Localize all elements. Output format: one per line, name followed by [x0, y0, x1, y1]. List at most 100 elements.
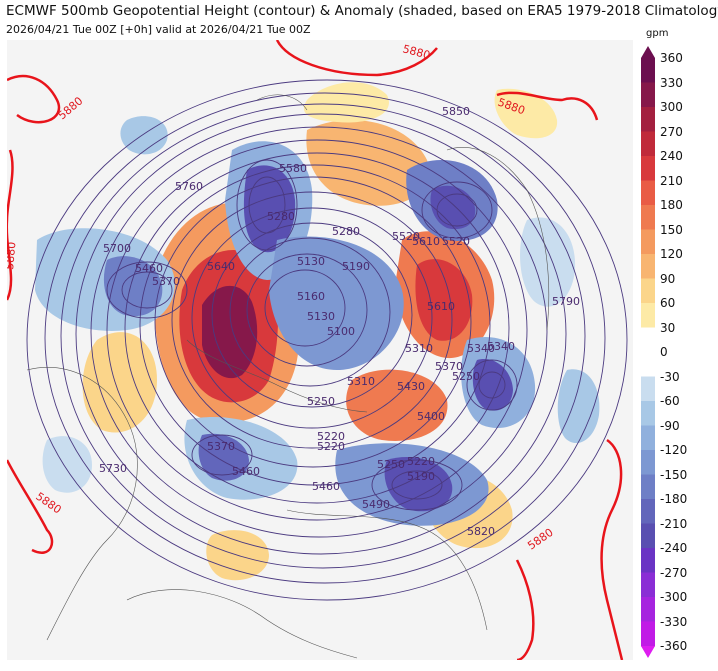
colorbar-tick-label: -120	[660, 443, 688, 457]
colorbar-tick-label: -150	[660, 467, 688, 482]
coastline	[186, 339, 368, 413]
coastline	[256, 94, 308, 111]
anomaly-blob	[103, 256, 163, 317]
contour-5880-label: 5880	[7, 241, 18, 270]
contour-label: 5220	[317, 440, 345, 453]
contour-5880-line	[496, 91, 599, 121]
height-contour	[60, 103, 586, 569]
contour-label: 5220	[407, 455, 435, 468]
contour-label: 5610	[412, 235, 440, 248]
colorbar-tick-label: -210	[660, 516, 688, 531]
coastline	[286, 509, 488, 631]
coastline	[446, 147, 550, 331]
anomaly-blob	[120, 116, 168, 155]
contour-5880-line	[7, 459, 54, 554]
colorbar-tick-label: 150	[660, 222, 683, 237]
contour-label: 5700	[103, 242, 131, 255]
contour-label: 5790	[552, 295, 580, 308]
colorbar-segment	[641, 474, 655, 500]
colorbar-segment	[641, 572, 655, 598]
coastline	[126, 589, 358, 659]
contour-label: 5490	[362, 498, 390, 511]
height-contour	[44, 92, 606, 584]
contour-label: 5130	[297, 255, 325, 268]
height-contour	[248, 176, 286, 234]
colorbar-segment	[641, 621, 655, 647]
contour-label: 5310	[347, 375, 375, 388]
colorbar-tick-label: 0	[660, 345, 668, 359]
height-contour	[139, 164, 491, 486]
contour-label: 5460	[232, 465, 260, 478]
colorbar-tick-label: -90	[660, 418, 680, 433]
colorbar-segment	[641, 327, 655, 353]
colorbar-segment	[641, 229, 655, 255]
anomaly-blob	[384, 457, 453, 512]
anomaly-blob	[303, 82, 389, 123]
anomaly-blob	[415, 259, 473, 341]
contour-label: 5250	[377, 458, 405, 471]
colorbar-tick-label: -360	[660, 639, 688, 653]
colorbar-segment	[641, 254, 655, 279]
height-contour	[264, 269, 346, 347]
contour-5880-line	[275, 40, 438, 77]
height-contour	[436, 193, 478, 227]
contour-label: 5280	[332, 225, 360, 238]
contour-label: 5520	[442, 235, 470, 248]
colorbar-segment	[641, 499, 655, 524]
contour-5880	[7, 40, 624, 660]
anomaly-blob	[346, 369, 448, 441]
colorbar-tick-label: 120	[660, 247, 683, 261]
colorbar-tick-label: 300	[660, 100, 683, 114]
contour-label: 5460	[135, 262, 163, 275]
contour-label: 5160	[297, 290, 325, 303]
height-contour	[478, 371, 506, 399]
polar-map-panel: 5850 5760 5700 5640 5460 5580 5520 5610 …	[7, 40, 633, 660]
contour-label: 5520	[392, 230, 420, 243]
coastlines	[26, 94, 550, 659]
colorbar-segment	[641, 278, 655, 304]
colorbar-segment	[641, 156, 655, 181]
height-contour	[421, 181, 493, 239]
contour-label: 5250	[307, 395, 335, 408]
height-contour	[90, 126, 548, 538]
colorbar-tick-label: 240	[660, 149, 683, 163]
colorbar-tick-label: -30	[660, 369, 680, 384]
contour-labels: 5850 5760 5700 5640 5460 5580 5520 5610 …	[99, 105, 580, 538]
contour-label: 5430	[397, 380, 425, 393]
contour-label: 5580	[279, 162, 307, 175]
colorbar-segment	[641, 450, 655, 475]
height-contour	[121, 271, 173, 309]
contour-label: 5850	[442, 105, 470, 118]
anomaly-blob	[243, 165, 296, 253]
colorbar-tick-label: -270	[660, 565, 688, 580]
height-contour	[391, 470, 443, 500]
colorbar-segment	[641, 131, 655, 157]
anomaly-blob	[198, 433, 249, 481]
colorbar-segment	[641, 82, 655, 108]
height-contour	[75, 113, 567, 555]
colorbar-segment	[641, 523, 655, 549]
anomaly-blob	[202, 285, 258, 379]
colorbar-segment	[641, 425, 655, 451]
contour-label: 5460	[312, 480, 340, 493]
contour-label: 5610	[427, 300, 455, 313]
contour-label: 5190	[407, 470, 435, 483]
height-contour	[191, 434, 253, 476]
contour-5880-line	[515, 559, 535, 660]
colorbar	[641, 46, 655, 658]
height-contour	[236, 159, 298, 251]
height-contour	[246, 253, 368, 367]
height-contour	[229, 237, 391, 387]
height-contour	[154, 176, 472, 468]
contour-label: 5250	[452, 370, 480, 383]
contour-label: 5190	[342, 260, 370, 273]
height-contours	[26, 79, 628, 601]
colorbar-tick-label: -330	[660, 614, 688, 629]
contour-label: 5100	[327, 325, 355, 338]
contour-label: 5340	[467, 342, 495, 355]
contour-label: 5760	[175, 180, 203, 193]
colorbar-tick-label: 90	[660, 271, 676, 286]
colorbar-segment	[641, 401, 655, 426]
colorbar-tick-label: -60	[660, 394, 680, 408]
colorbar-tick-label: 210	[660, 173, 683, 188]
